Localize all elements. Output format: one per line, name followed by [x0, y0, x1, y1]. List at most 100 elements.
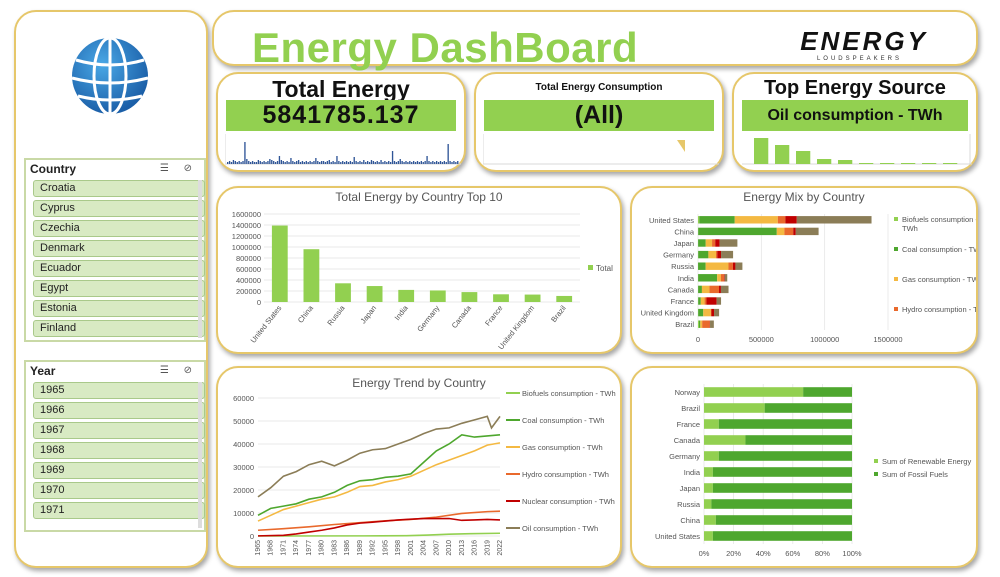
bar-segment	[718, 451, 852, 461]
sparkline-bar	[292, 161, 294, 164]
sparkline-bar	[407, 162, 409, 164]
sparkline-bar	[343, 162, 346, 164]
x-tick-label: 2022	[497, 540, 504, 556]
sparkline-bar	[334, 162, 336, 164]
country-slicer-item[interactable]: Denmark	[33, 240, 205, 257]
bar-segment	[712, 467, 852, 477]
sparkline-bar	[319, 162, 321, 164]
bar-segment	[720, 274, 725, 282]
bar-segment	[721, 250, 734, 259]
sparkline-bar	[297, 160, 300, 164]
x-tick-label: Canada	[450, 303, 474, 330]
legend-swatch	[874, 472, 878, 476]
sparkline-bar	[414, 162, 417, 164]
year-slicer-scrollbar[interactable]	[198, 382, 202, 528]
country-slicer-item[interactable]: Estonia	[33, 300, 205, 317]
legend-label: Gas consumption - TWh	[902, 275, 976, 284]
sparkline-bar	[342, 161, 344, 164]
year-slicer-item[interactable]: 1971	[33, 502, 205, 519]
bar-segment	[717, 250, 722, 259]
year-slicer-item[interactable]: 1965	[33, 382, 205, 399]
bar-segment	[698, 320, 700, 328]
year-slicer[interactable]: Year ☰ ⊘ 1965 1966 1967 1968 1969 1970 1971	[24, 360, 206, 532]
country-slicer-item[interactable]: Ecuador	[33, 260, 205, 277]
bar-segment	[704, 387, 804, 397]
bar-segment	[704, 483, 713, 493]
y-tick-label: 1600000	[232, 210, 261, 219]
bar-segment	[704, 531, 713, 541]
sparkline-bar	[432, 161, 434, 164]
kpi-consumption-value: (All)	[484, 100, 714, 131]
sparkline-bar	[859, 163, 874, 164]
sparkline-bar	[271, 160, 273, 164]
legend-label: Oil consumption - TWh	[522, 524, 598, 533]
year-slicer-item[interactable]: 1969	[33, 462, 205, 479]
sparkline-bar	[326, 161, 329, 164]
year-slicer-item[interactable]: 1967	[33, 422, 205, 439]
sparkline-bar	[372, 161, 375, 164]
bar-segment	[784, 227, 794, 236]
bar-segment	[704, 419, 719, 429]
kpi-consumption-title: Total Energy Consumption	[535, 82, 663, 93]
kpi-source-value: Oil consumption - TWh	[742, 100, 968, 131]
country-slicer-item[interactable]: Egypt	[33, 280, 205, 297]
sparkline-bar	[393, 161, 396, 164]
bar-segment	[716, 297, 722, 305]
sparkline-bar	[449, 161, 451, 164]
country-slicer-scrollbar[interactable]	[198, 180, 202, 338]
sparkline-bar	[294, 162, 296, 164]
x-tick-label: 1983	[331, 540, 338, 556]
sparkline-bar	[274, 162, 277, 164]
y-tick-label: Russia	[677, 500, 701, 509]
x-tick-label: 0%	[699, 549, 710, 558]
year-slicer-item[interactable]: 1970	[33, 482, 205, 499]
bar-segment	[698, 216, 700, 224]
bar-segment	[700, 297, 705, 305]
sparkline-bar	[345, 161, 348, 164]
country-slicer-title: Country	[30, 162, 76, 176]
sparkline-bar	[336, 156, 338, 164]
year-slicer-item[interactable]: 1966	[33, 402, 205, 419]
year-slicer-item[interactable]: 1968	[33, 442, 205, 459]
country-slicer[interactable]: Country ☰ ⊘ Croatia Cyprus Czechia Denmark E…	[24, 158, 206, 342]
slicer-multiselect-icon[interactable]: ☰ ⊘	[159, 163, 198, 174]
sparkline-bar	[246, 159, 248, 164]
slicer-clear-filter-icon[interactable]: ☰ ⊘	[159, 365, 198, 376]
sparkline-bar	[391, 151, 394, 164]
y-tick-label: France	[677, 420, 700, 429]
sparkline-bar	[303, 162, 306, 164]
share-100-stacked-bar-chart: 0% 20% 40% 60% 80% 100% Norway Brazil France Cana…	[655, 384, 971, 558]
country-slicer-item[interactable]: Cyprus	[33, 200, 205, 217]
y-tick-label: 30000	[233, 463, 254, 472]
brand-logo-subtitle: LOUDSPEAKERS	[816, 56, 902, 62]
x-tick-label: 1974	[293, 540, 300, 556]
bar-segment	[724, 274, 728, 282]
y-tick-label: Brazil	[681, 404, 700, 413]
sparkline-bar	[288, 162, 290, 164]
sparkline-bar	[257, 160, 260, 164]
bar-segment	[705, 262, 729, 270]
top10-bar-chart: 0 200000 400000 600000 800000 1000000 1200000 1…	[232, 210, 613, 351]
bar-segment	[719, 285, 721, 294]
y-tick-label: India	[684, 468, 701, 477]
x-tick-label: 2016	[472, 540, 479, 556]
kpi-source-sparkline	[742, 134, 972, 165]
bar-segment	[702, 320, 710, 328]
country-slicer-item[interactable]: Croatia	[33, 180, 205, 197]
y-tick-label: 20000	[233, 486, 254, 495]
dashboard-title: Energy DashBoard	[252, 24, 639, 71]
bar-segment	[706, 297, 717, 305]
x-tick-label: 1968	[268, 540, 275, 556]
legend-label: TWh	[902, 224, 918, 233]
bar-segment	[735, 262, 743, 270]
bar	[461, 292, 478, 302]
x-tick-label: 20%	[726, 549, 741, 558]
y-tick-label: France	[671, 297, 694, 306]
legend-label: Coal consumption - TWh	[902, 245, 976, 254]
country-slicer-item[interactable]: Finland	[33, 320, 205, 337]
country-slicer-item[interactable]: Czechia	[33, 220, 205, 237]
sparkline-bar	[305, 161, 307, 164]
legend-swatch	[894, 217, 898, 221]
sparkline-bar	[418, 162, 421, 164]
x-tick-label: 80%	[815, 549, 830, 558]
